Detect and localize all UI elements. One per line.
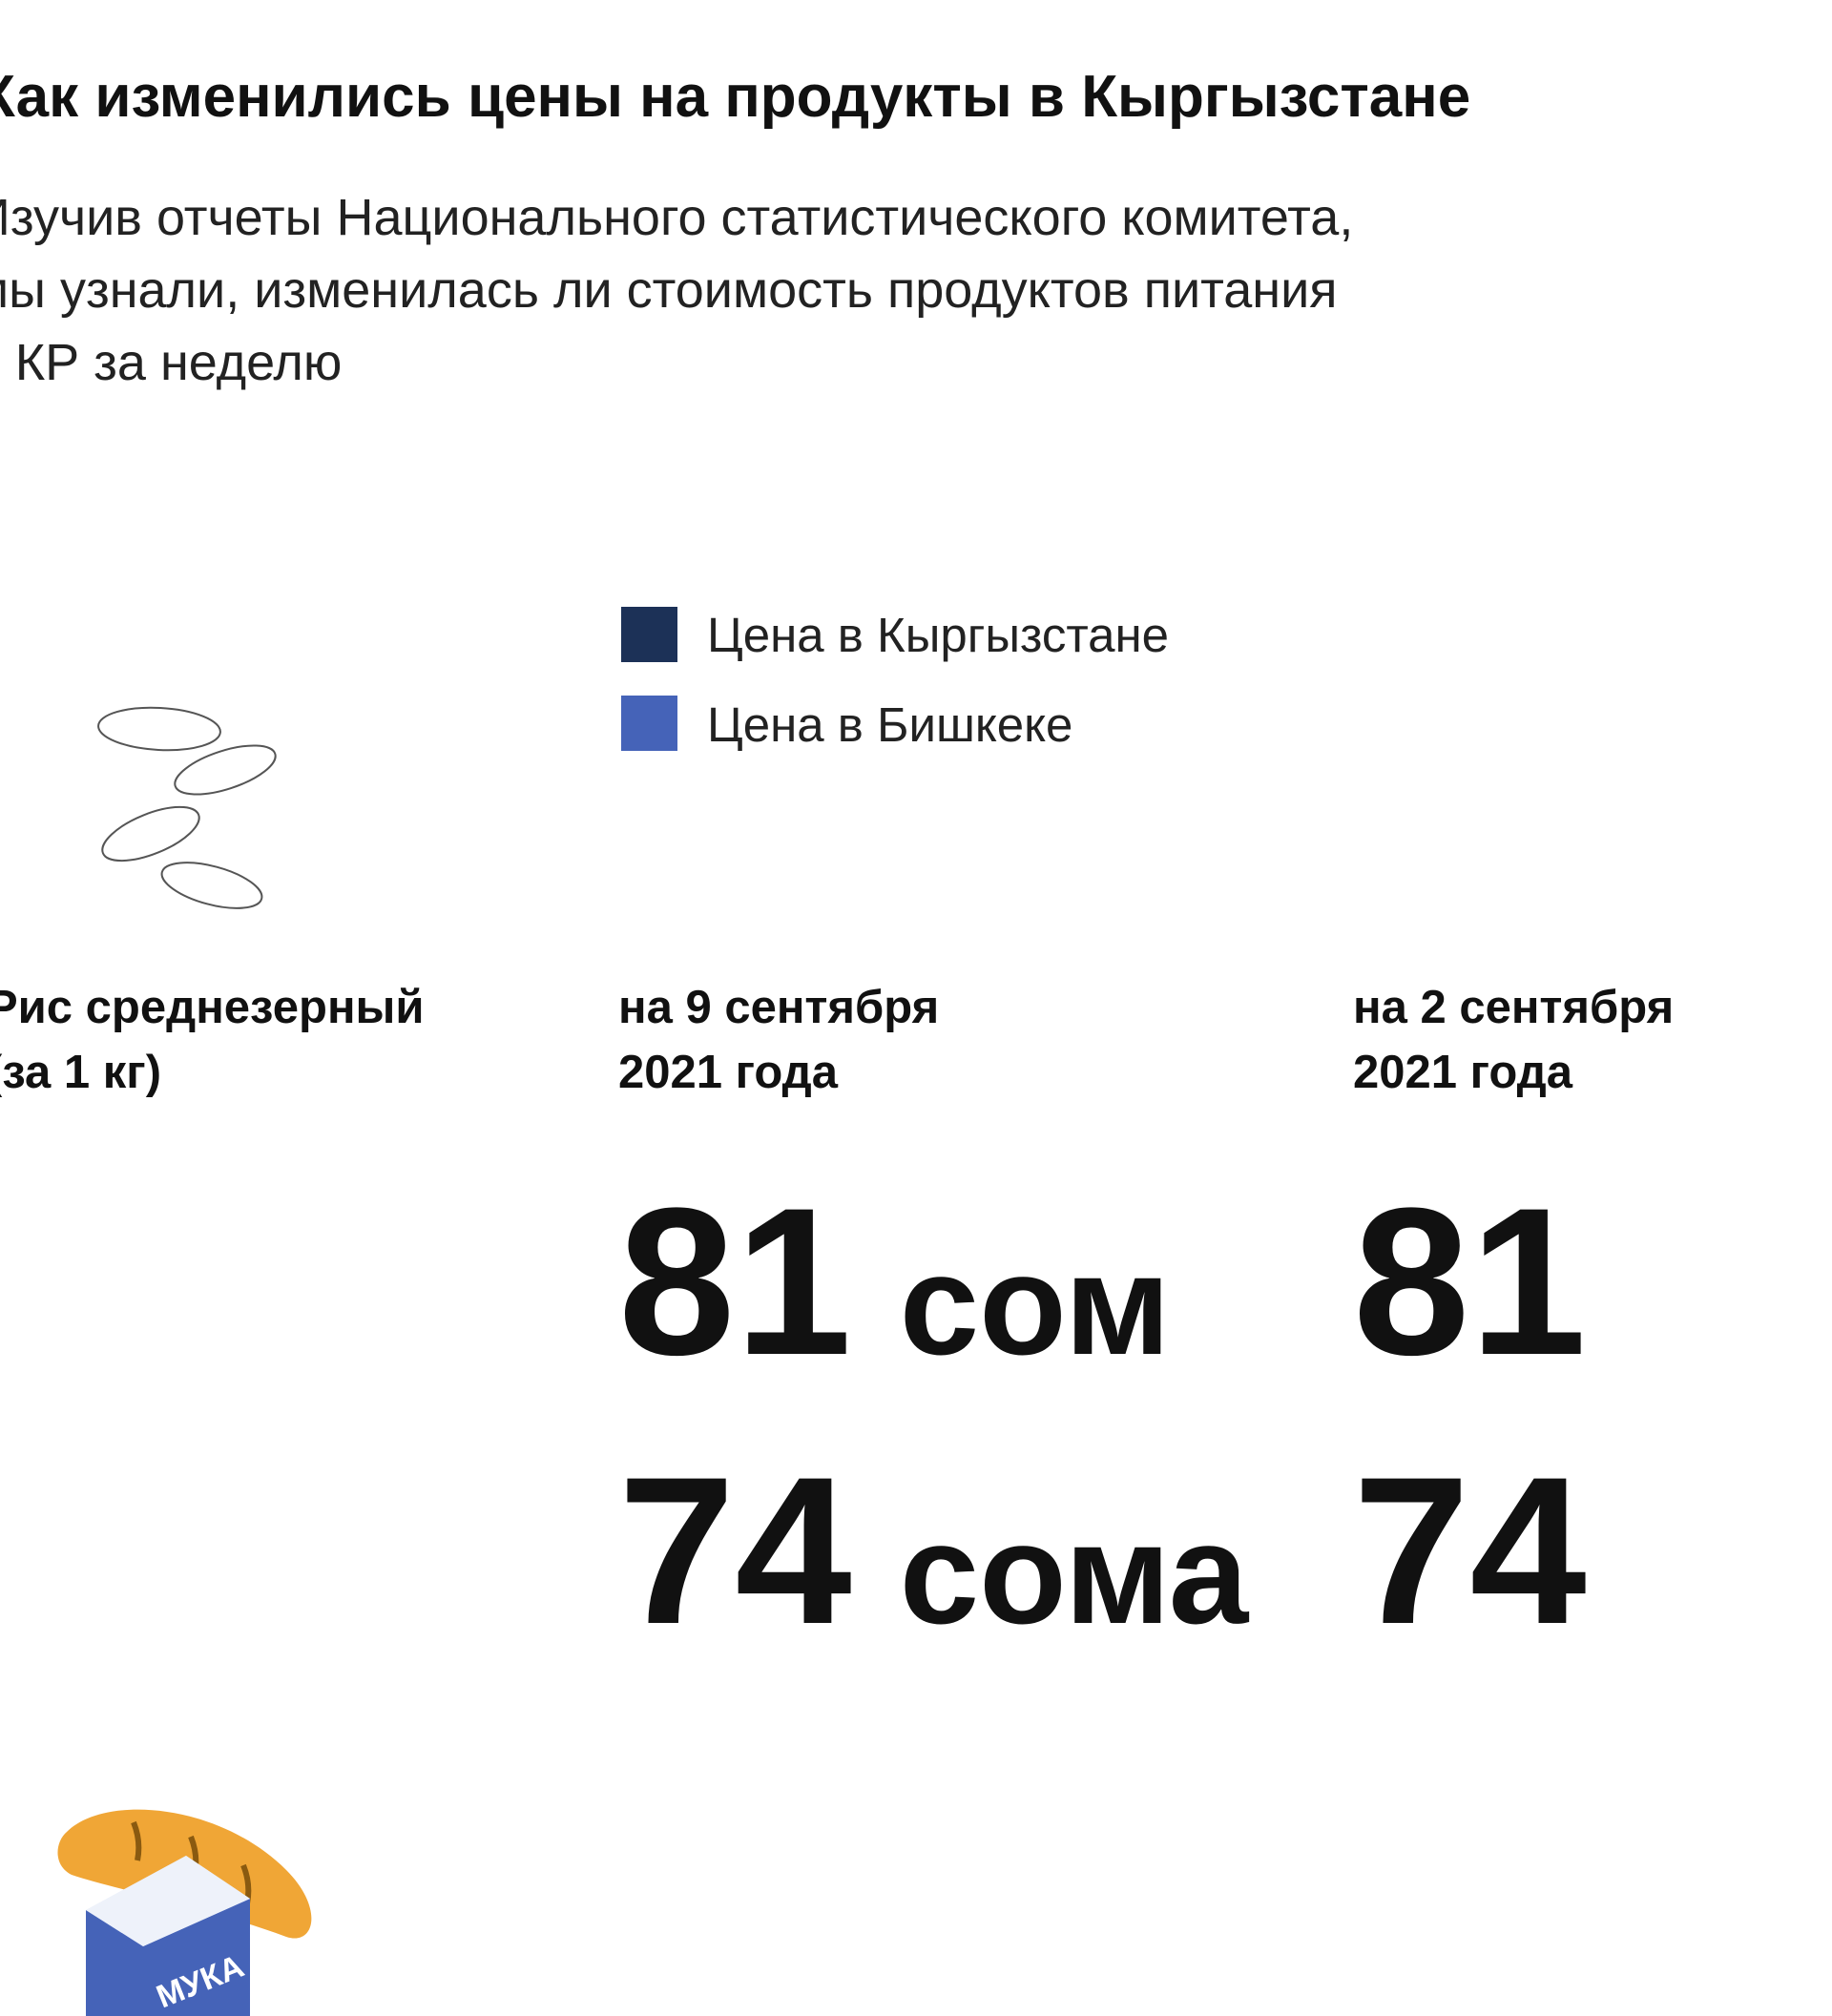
subtitle-line: Изучив отчеты Национального статистическ… <box>0 189 1353 246</box>
legend-swatch <box>621 607 677 662</box>
subtitle-line: в КР за неделю <box>0 334 342 391</box>
subtitle-line: мы узнали, изменилась ли стоимость проду… <box>0 261 1338 319</box>
legend-label: Цена в Бишкеке <box>707 697 1072 752</box>
price-columns: на 9 сентября 2021 года 81 сом 74 сома на 2 се… <box>618 982 1674 1668</box>
date-label: 2021 года <box>618 1047 839 1098</box>
date-label: 2021 года <box>1353 1047 1573 1098</box>
bishkek-price: 74 <box>618 1433 852 1668</box>
date-label: на 9 сентября <box>618 982 939 1033</box>
bread-flour-icon: МУКА <box>57 1809 312 2016</box>
product-name: Рис среднезерный <box>0 982 425 1033</box>
rice-icon <box>97 706 277 909</box>
date-label: на 2 сентября <box>1353 982 1674 1033</box>
legend-swatch <box>621 696 677 751</box>
kg-unit: сом <box>900 1224 1171 1384</box>
legend-label: Цена в Кыргызстане <box>707 608 1169 662</box>
kg-price: 81 <box>1353 1164 1587 1399</box>
kg-price: 81 <box>618 1164 852 1399</box>
title: Как изменились цены на продукты в Кыргыз… <box>0 64 1470 130</box>
product-name: (за 1 кг) <box>0 1047 161 1098</box>
bishkek-price: 74 <box>1353 1433 1587 1668</box>
bishkek-unit: сома <box>900 1493 1250 1653</box>
